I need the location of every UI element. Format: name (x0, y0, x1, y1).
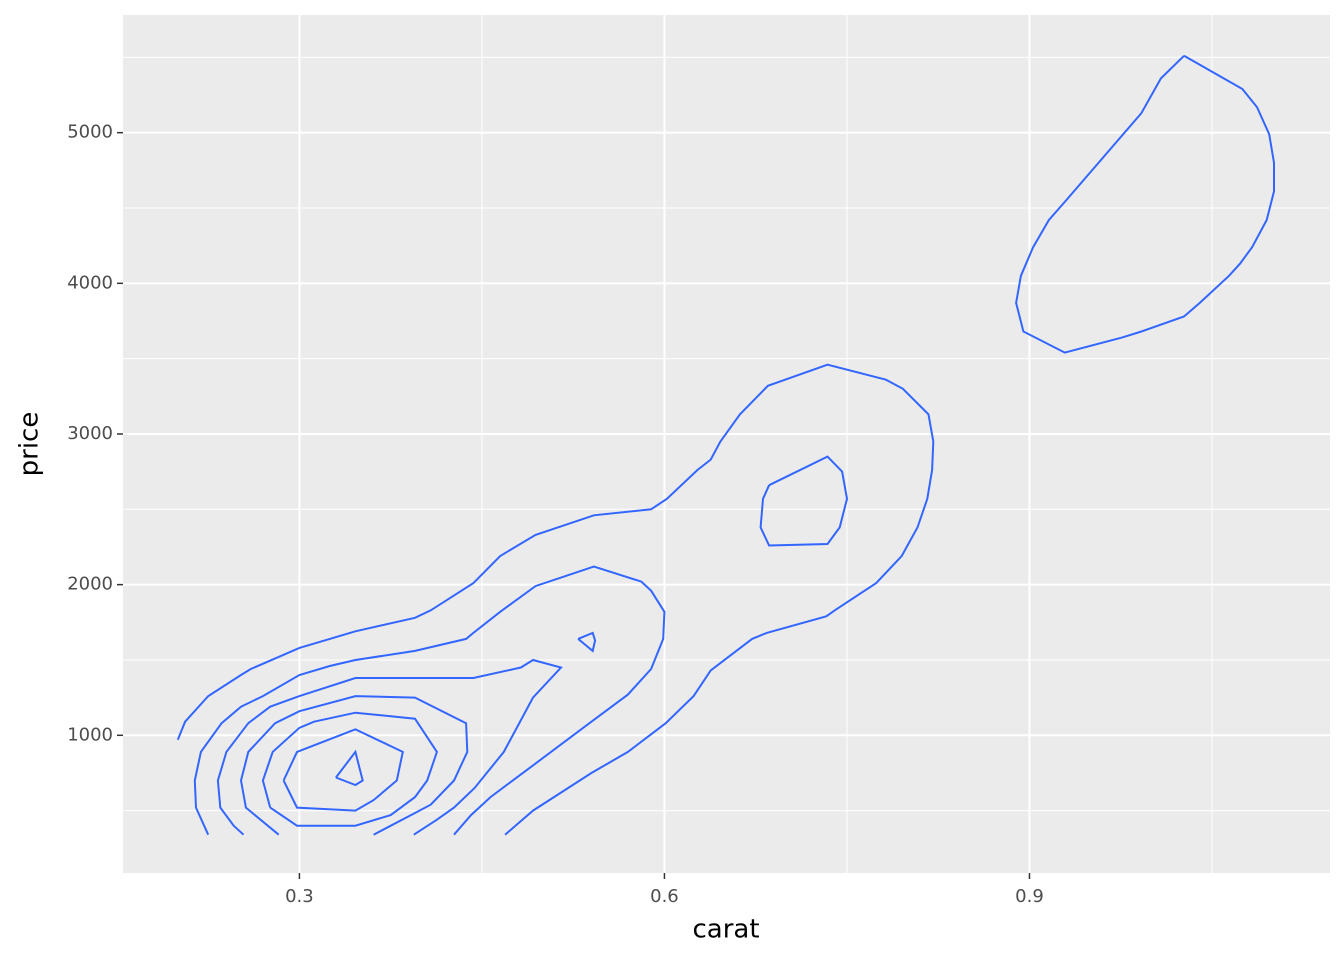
contour-line (577, 631, 597, 653)
x-axis-title: carat (692, 915, 759, 945)
y-tick-label: 5000 (67, 122, 113, 143)
contour-line (176, 363, 935, 836)
contour-line (335, 749, 364, 787)
contour-line (193, 565, 666, 836)
contour-line (216, 658, 563, 836)
x-tick-label: 0.6 (650, 886, 679, 907)
contour-line (1015, 54, 1275, 354)
y-tick-label: 4000 (67, 272, 113, 293)
contour-line (261, 711, 439, 827)
x-tick-label: 0.3 (285, 886, 314, 907)
y-tick-label: 1000 (67, 724, 113, 745)
contour-line (759, 455, 849, 547)
y-tick-label: 3000 (67, 423, 113, 444)
y-tick-label: 2000 (67, 574, 113, 595)
panel (123, 15, 1330, 873)
y-axis-title: price (15, 412, 45, 477)
x-tick-label: 0.9 (1015, 886, 1044, 907)
contour-line (239, 695, 469, 836)
contour-line (282, 728, 404, 812)
